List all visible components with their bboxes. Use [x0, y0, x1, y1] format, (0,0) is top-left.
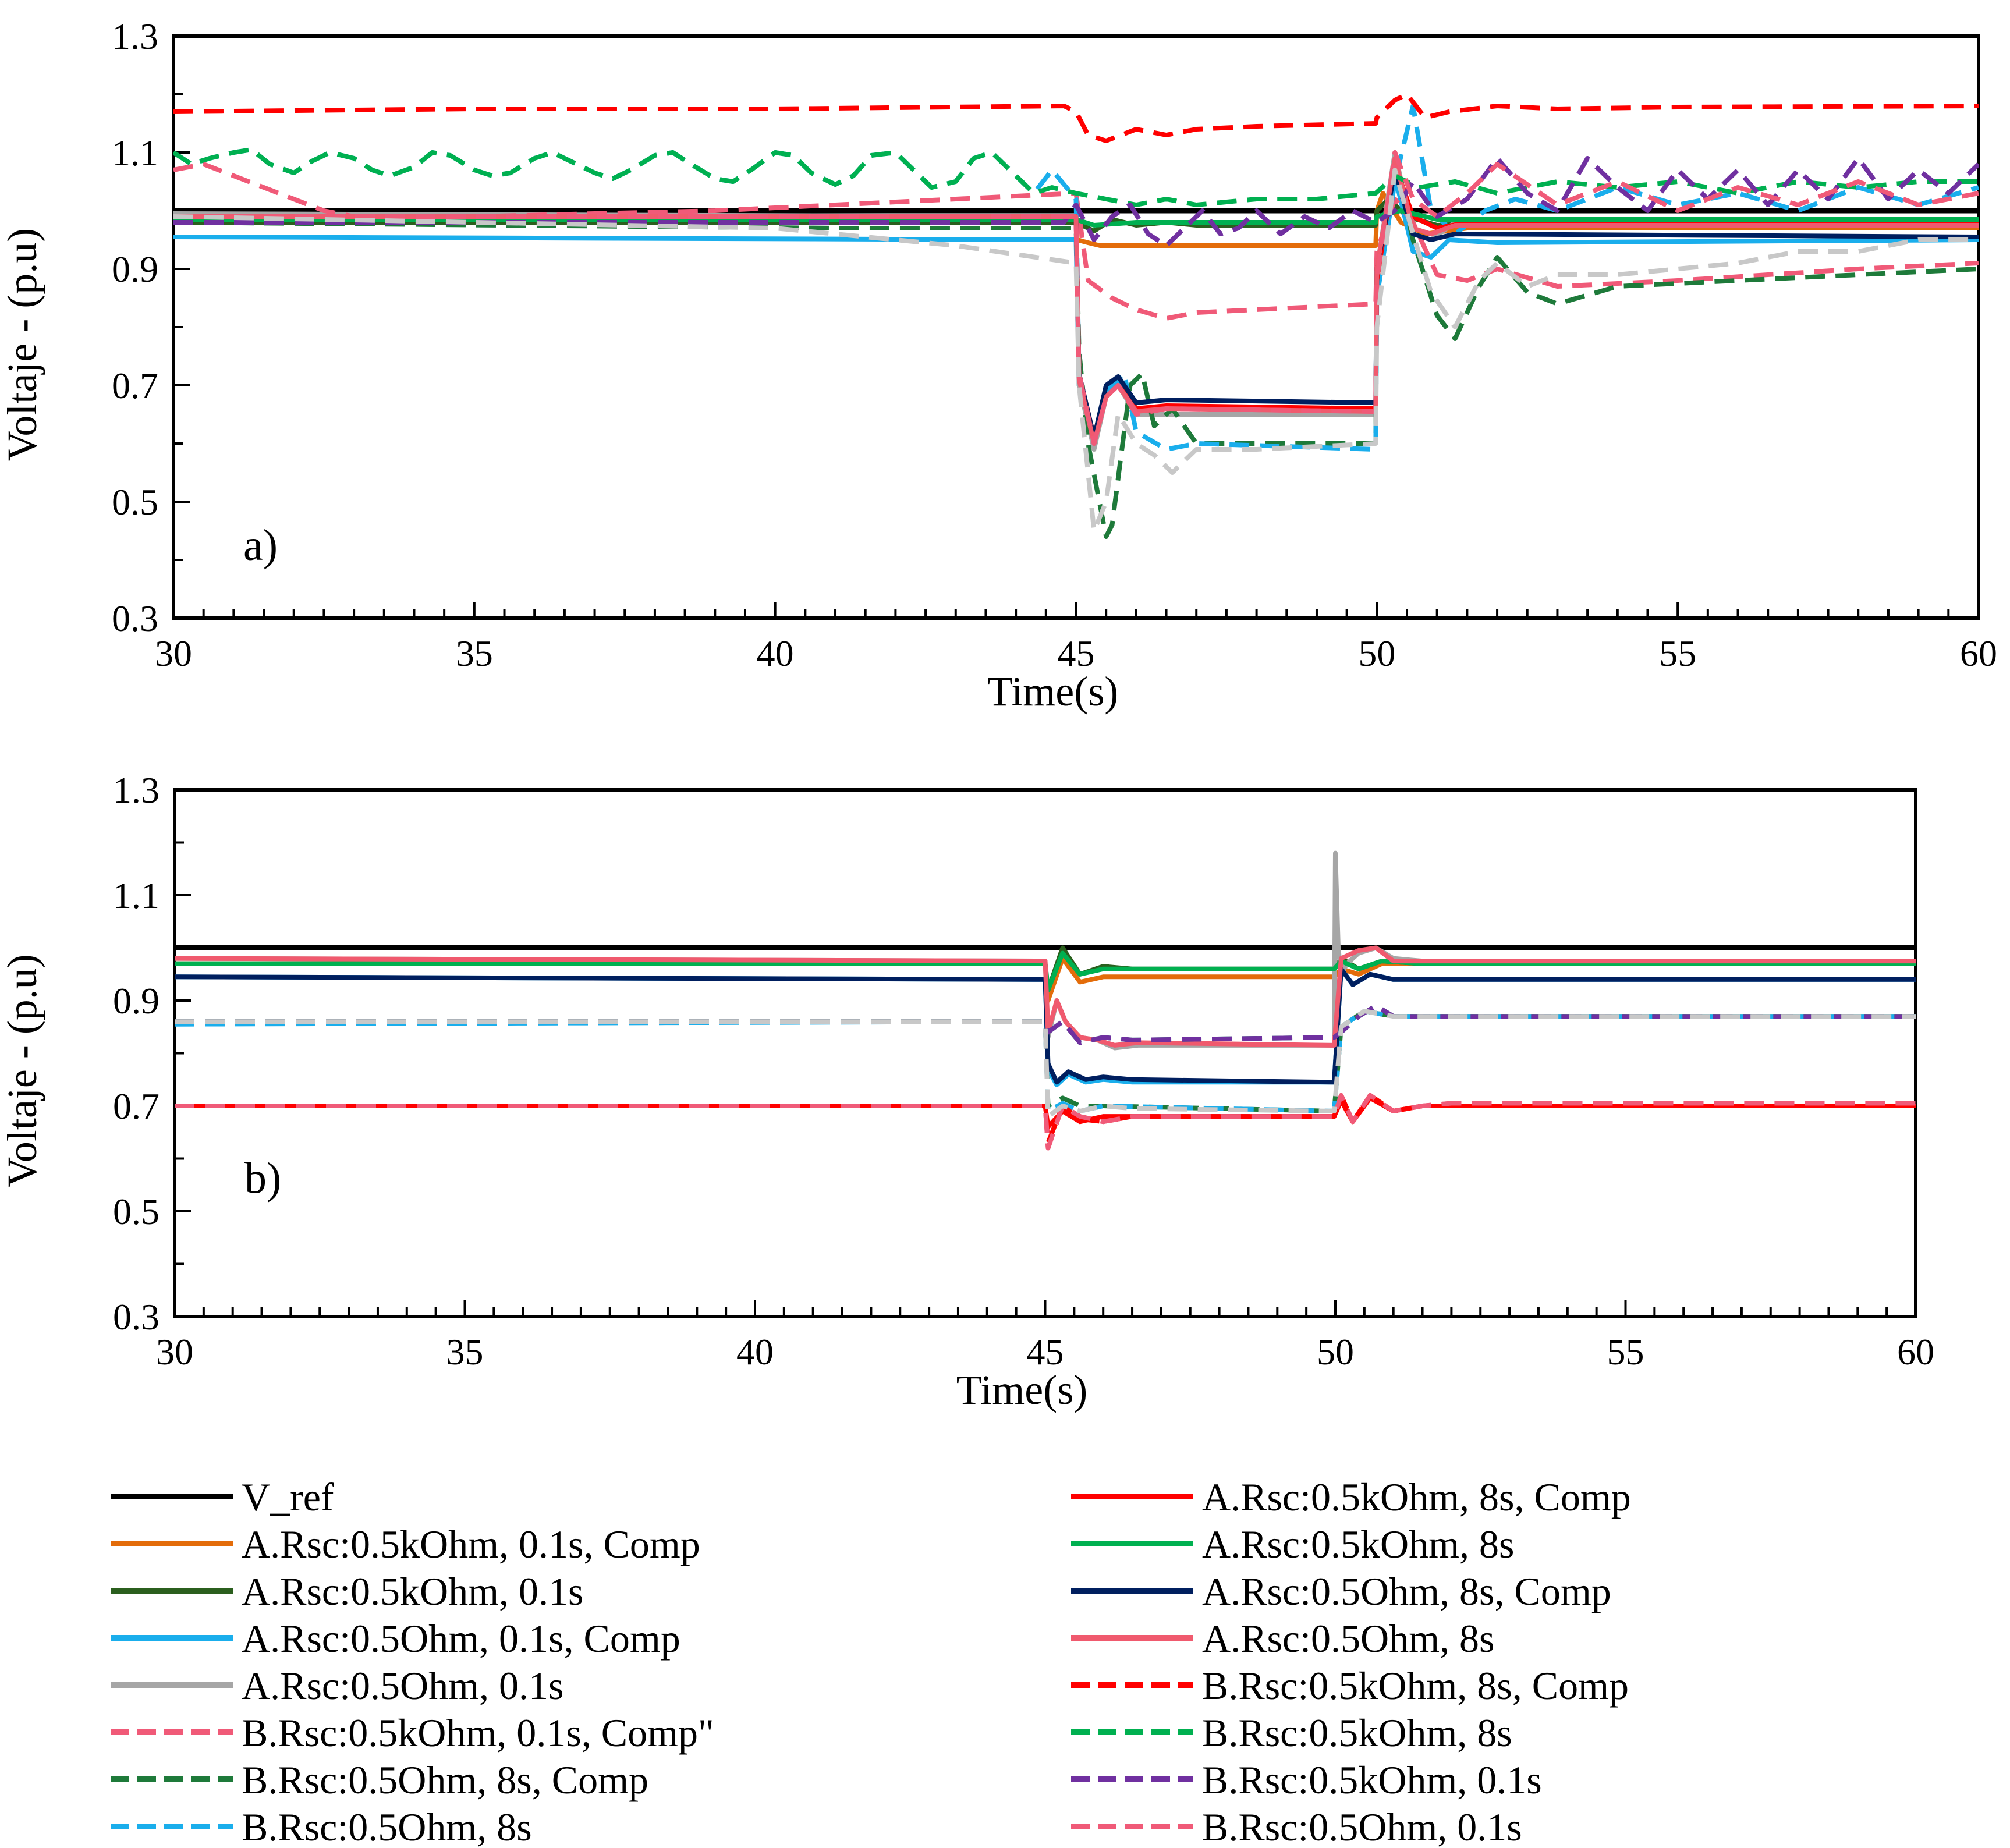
y-axis-label-b: Voltaje - (p.u): [0, 954, 45, 1187]
series-line-a-5: [173, 162, 1979, 321]
y-tick-label-b: 0.3: [113, 1296, 159, 1338]
series-line-b-12: [175, 1093, 1916, 1145]
panel-label-a: a): [243, 521, 278, 570]
x-tick-label-b: 35: [446, 1331, 484, 1372]
x-tick-label-a: 40: [757, 633, 794, 674]
legend-label-13: B.Rsc:0.5kOhm, 8s: [1202, 1711, 1512, 1755]
legend-label-14: B.Rsc:0.5kOhm, 0.1s: [1202, 1758, 1542, 1802]
legend-label-1: A.Rsc:0.5kOhm, 0.1s, Comp: [242, 1522, 700, 1566]
x-tick-label-b: 50: [1317, 1331, 1354, 1372]
x-axis-label-b: Time(s): [956, 1367, 1087, 1413]
legend-label-8: A.Rsc:0.5kOhm, 8s, Comp: [1202, 1475, 1631, 1519]
panel-a-chart: 30 35 40 45 50 55 60 0.3 0.5 0.7 0.9 1.1 1.3 Time(s) V…: [0, 16, 1997, 715]
legend-label-0: V_ref: [242, 1475, 334, 1519]
y-tick-label-b: 0.5: [113, 1191, 159, 1232]
series-line-b-15: [175, 1093, 1916, 1151]
legend-label-15: B.Rsc:0.5Ohm, 0.1s: [1202, 1805, 1522, 1848]
y-tick-label-a: 1.1: [112, 132, 158, 173]
y-tick-label-a: 0.3: [112, 598, 158, 639]
x-tick-label-b: 55: [1607, 1331, 1644, 1372]
series-line-a-16: [173, 168, 1979, 533]
x-tick-label-b: 45: [1027, 1331, 1064, 1372]
x-tick-label-a: 50: [1358, 633, 1395, 674]
legend-label-3: A.Rsc:0.5Ohm, 0.1s, Comp: [242, 1616, 680, 1661]
y-tick-label-a: 0.9: [112, 249, 158, 290]
y-tick-label-a: 0.7: [112, 365, 158, 406]
legend-label-10: A.Rsc:0.5Ohm, 8s, Comp: [1202, 1569, 1611, 1613]
y-tick-label-b: 1.3: [113, 769, 159, 811]
x-tick-label-b: 60: [1897, 1331, 1934, 1372]
legend-label-9: A.Rsc:0.5kOhm, 8s: [1202, 1522, 1514, 1566]
series-line-a-6: [173, 162, 1979, 539]
series-line-a-9: [173, 208, 1979, 228]
series-line-a-12: [173, 92, 1979, 143]
x-tick-label-b: 40: [736, 1331, 774, 1372]
y-axis-label-a: Voltaje - (p.u): [0, 228, 45, 462]
legend-label-5: B.Rsc:0.5kOhm, 0.1s, Comp": [242, 1711, 714, 1755]
legend-label-2: A.Rsc:0.5kOhm, 0.1s: [242, 1569, 583, 1613]
panel-b-chart: 30 35 40 45 50 55 60 0.3 0.5 0.7 0.9 1.1 1.3 Time(s) V…: [0, 769, 1934, 1413]
panel-label-b: b): [244, 1154, 281, 1203]
x-tick-label-b: 30: [156, 1331, 193, 1372]
legend-label-4: A.Rsc:0.5Ohm, 0.1s: [242, 1663, 563, 1708]
legend-label-7: B.Rsc:0.5Ohm, 8s: [242, 1805, 532, 1848]
y-tick-label-b: 1.1: [113, 875, 159, 916]
x-tick-label-a: 60: [1960, 633, 1997, 674]
series-line-a-14: [173, 156, 1979, 248]
y-tick-label-b: 0.9: [113, 980, 159, 1021]
legend-label-11: A.Rsc:0.5Ohm, 8s: [1202, 1616, 1494, 1661]
x-tick-label-a: 45: [1058, 633, 1095, 674]
x-tick-label-a: 30: [155, 633, 192, 674]
y-tick-label-a: 0.5: [112, 481, 158, 523]
series-line-b-10: [175, 966, 1916, 1085]
x-axis-label-a: Time(s): [987, 668, 1118, 715]
series-line-a-15: [173, 150, 1979, 446]
x-tick-label-a: 35: [456, 633, 493, 674]
series-line-a-13: [173, 147, 1979, 207]
y-tick-label-a: 1.3: [112, 16, 158, 57]
y-tick-label-b: 0.7: [113, 1086, 159, 1127]
legend-label-12: B.Rsc:0.5kOhm, 8s, Comp: [1202, 1663, 1629, 1708]
x-tick-label-a: 55: [1659, 633, 1696, 674]
series-line-b-11: [175, 945, 1916, 1048]
legend-label-6: B.Rsc:0.5Ohm, 8s, Comp: [242, 1758, 648, 1802]
series-line-b-16: [175, 1009, 1916, 1119]
